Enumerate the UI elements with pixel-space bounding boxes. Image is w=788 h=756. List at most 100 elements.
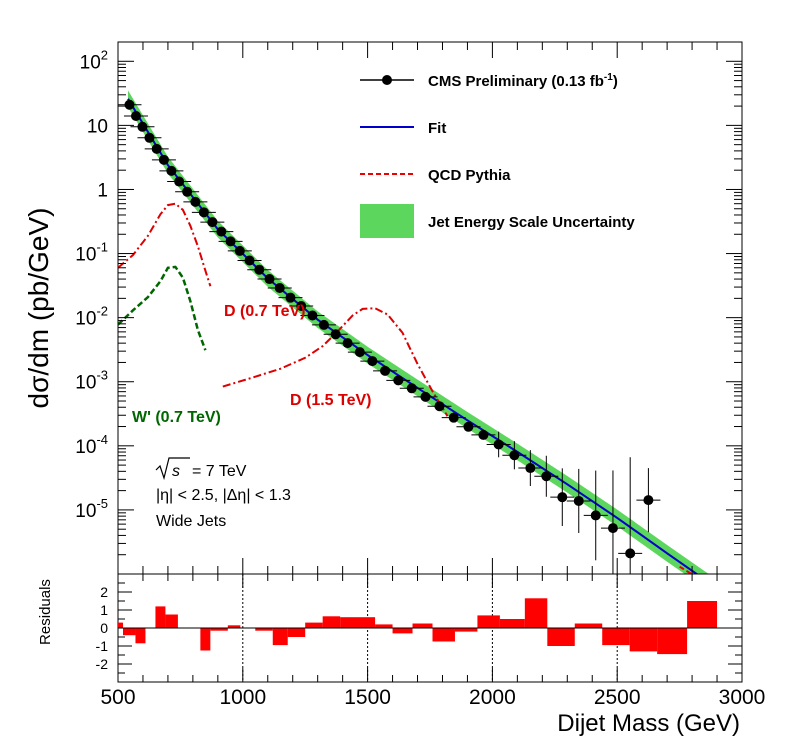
residual-bar-21 [454, 628, 478, 632]
residual-bar-28 [629, 628, 658, 652]
data-point-34 [478, 429, 489, 440]
main-ytick-label-1: 10 [87, 116, 108, 137]
legend-jes-swatch [360, 204, 414, 238]
data-point-3 [144, 132, 155, 143]
data-point-26 [367, 356, 378, 367]
label-d07: D (0.7 TeV) [224, 303, 306, 320]
residual-bar-7 [200, 628, 211, 651]
data-point-16 [254, 264, 265, 275]
signal-d15-curve [222, 307, 449, 417]
data-point-27 [380, 365, 391, 376]
data-point-18 [274, 283, 285, 294]
residual-bar-24 [524, 598, 548, 628]
annotations: D (0.7 TeV) D (1.5 TeV) W' (0.7 TeV) s =… [132, 303, 372, 530]
x-tick-label-1: 1000 [219, 686, 266, 709]
residual-bar-11 [255, 628, 273, 631]
label-d15: D (1.5 TeV) [290, 392, 372, 409]
residual-bar-13 [287, 628, 306, 637]
legend-qcd-label: QCD Pythia [428, 167, 511, 184]
data-point-28 [393, 375, 404, 386]
residual-panel: 2 1 0 -1 -2 500 1000 1500 2000 2500 3000 [96, 573, 766, 709]
data-point-29 [406, 383, 417, 394]
residual-bar-17 [375, 624, 393, 628]
data-point-25 [354, 347, 365, 358]
data-point-22 [318, 319, 329, 330]
data-point-13 [225, 236, 236, 247]
data-point-36 [509, 450, 520, 461]
data-point-5 [158, 154, 169, 165]
legend: CMS Preliminary (0.13 fb-1) Fit QCD Pyth… [360, 72, 635, 238]
data-point-30 [420, 391, 431, 402]
data-point-32 [448, 412, 459, 423]
x-tick-label-3: 2000 [469, 686, 516, 709]
data-point-19 [285, 292, 296, 303]
residual-bar-19 [412, 623, 433, 628]
data-point-41 [590, 510, 601, 521]
data-point-17 [264, 274, 275, 285]
data-point-1 [130, 111, 141, 122]
data-point-2 [137, 121, 148, 132]
residual-bar-25 [547, 628, 575, 646]
residual-bar-27 [602, 628, 630, 646]
data-point-4 [151, 143, 162, 154]
data-point-40 [573, 495, 584, 506]
main-panel: 102 10 1 10-1 10-2 10-3 10-4 10-5 [75, 41, 743, 575]
jets-label: Wide Jets [156, 513, 226, 530]
residual-bar-29 [657, 628, 688, 655]
residual-bar-14 [305, 622, 323, 628]
x-tick-label-0: 500 [100, 686, 135, 709]
main-ytick-label-3: 10-1 [75, 240, 108, 266]
legend-data-label: CMS Preliminary (0.13 fb-1) [428, 72, 618, 90]
residual-bar-5 [165, 614, 178, 628]
residual-bar-0 [118, 622, 123, 628]
data-point-10 [198, 207, 209, 218]
main-ytick-label-4: 10-2 [75, 304, 108, 330]
data-point-6 [166, 165, 177, 176]
residual-bar-9 [227, 625, 241, 628]
data-point-14 [234, 245, 245, 256]
residual-ytick-label-4: -2 [96, 656, 109, 672]
data-point-38 [541, 471, 552, 482]
residual-bar-16 [340, 617, 376, 628]
data-point-44 [643, 495, 654, 506]
residual-bar-23 [499, 619, 525, 628]
residual-bar-30 [687, 601, 718, 628]
data-point-31 [434, 401, 445, 412]
x-tick-label-4: 2500 [594, 686, 641, 709]
data-point-35 [493, 439, 504, 450]
residual-bar-12 [272, 628, 288, 646]
data-point-21 [307, 310, 318, 321]
residual-bar-22 [477, 615, 500, 628]
qcd-pythia-curve [679, 565, 694, 574]
data-point-8 [182, 186, 193, 197]
residual-bar-1 [122, 628, 136, 636]
main-ytick-label-0: 102 [80, 47, 108, 73]
data-point-42 [607, 523, 618, 534]
sqrt-icon [155, 457, 190, 481]
residual-ytick-label-3: -1 [96, 638, 109, 654]
signal-d07-curve [118, 202, 212, 287]
signal-wprime-curve [118, 265, 207, 351]
main-ytick-label-7: 10-5 [75, 496, 108, 522]
main-y-axis-title: dσ/dm (pb/GeV) [23, 208, 54, 409]
data-point-23 [330, 329, 341, 340]
main-ytick-label-6: 10-4 [75, 432, 108, 458]
data-point-12 [216, 226, 227, 237]
main-ytick-label-2: 1 [97, 180, 108, 201]
sqrt-s-symbol: s [172, 463, 180, 480]
sqrt-s-annotation: s = 7 TeV [155, 457, 247, 481]
residual-bar-8 [210, 628, 228, 631]
eta-cut-label: |η| < 2.5, |Δη| < 1.3 [156, 487, 291, 504]
data-point-24 [342, 338, 353, 349]
residual-bar-15 [322, 616, 341, 628]
residual-y-axis-title: Residuals [37, 579, 54, 645]
residual-bar-26 [574, 623, 603, 628]
residual-ytick-label-1: 1 [100, 602, 108, 618]
x-axis-title: Dijet Mass (GeV) [557, 710, 740, 737]
residual-bar-18 [392, 628, 413, 634]
data-point-0 [124, 99, 135, 110]
data-point-33 [463, 421, 474, 432]
data-point-15 [244, 255, 255, 266]
label-wprime: W' (0.7 TeV) [132, 409, 221, 426]
x-tick-label-5: 3000 [719, 686, 766, 709]
